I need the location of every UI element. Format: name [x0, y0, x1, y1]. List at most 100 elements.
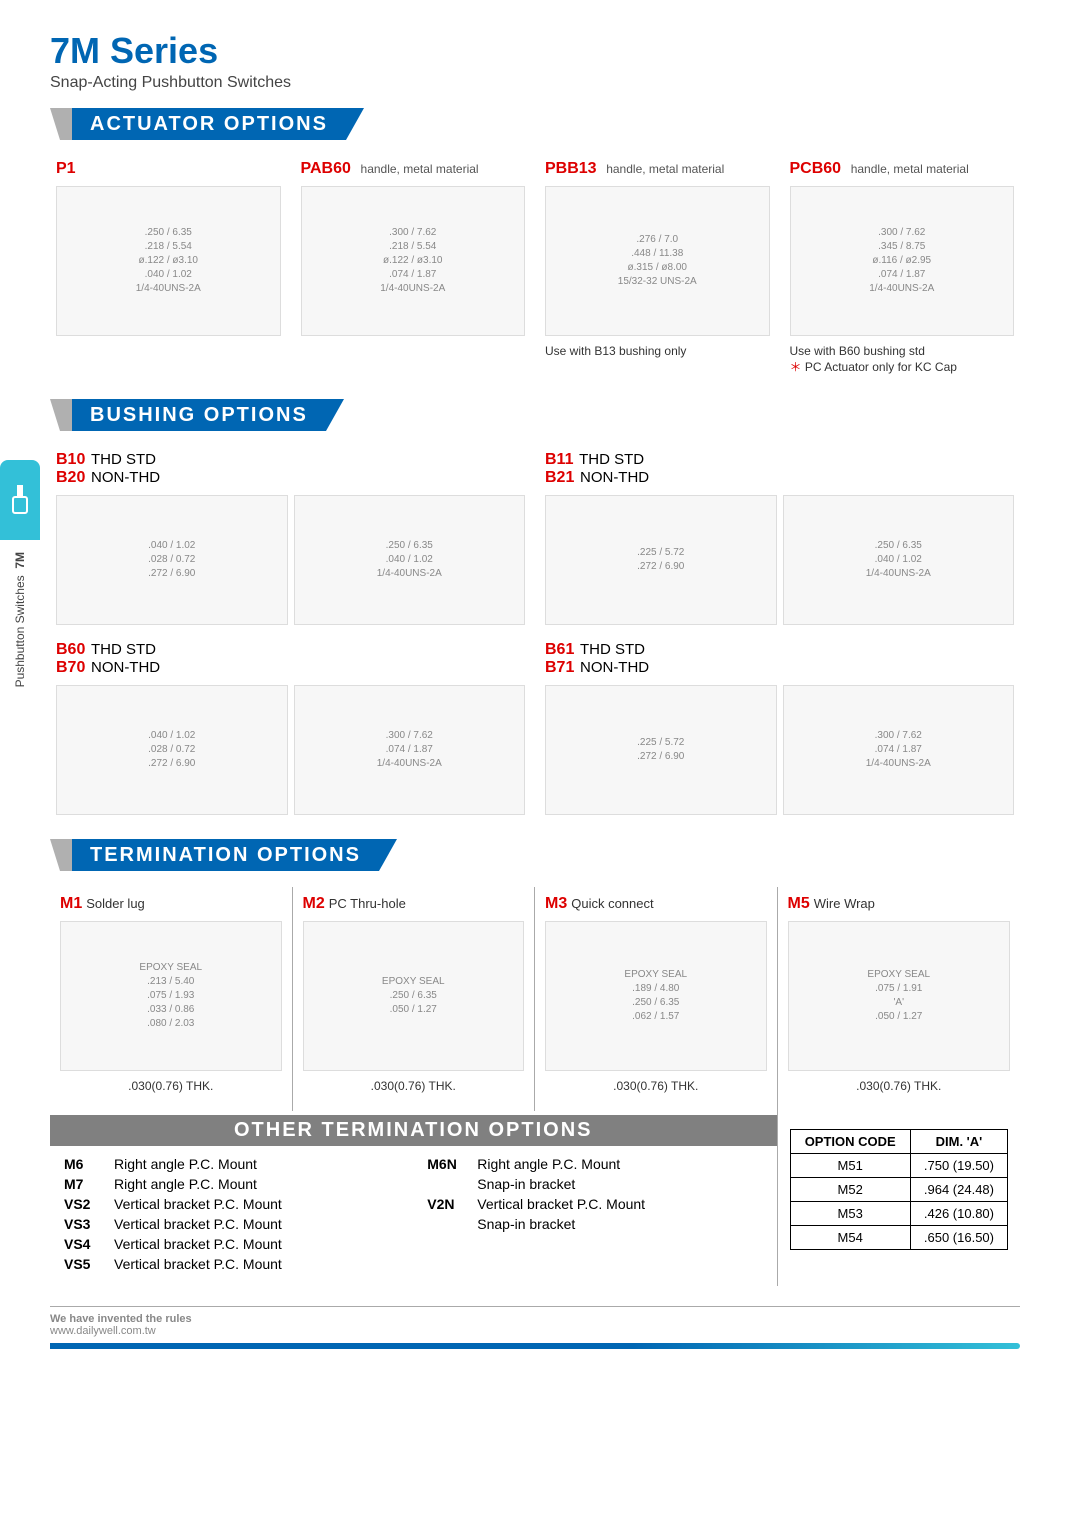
actuator-diagram: .250 / 6.35 .218 / 5.54 ø.122 / ø3.10 .0…	[56, 186, 281, 336]
bushing-code: B71	[545, 659, 574, 676]
term-thickness: .030(0.76) THK.	[545, 1079, 767, 1093]
actuator-diagram: .300 / 7.62 .218 / 5.54 ø.122 / ø3.10 .0…	[301, 186, 526, 336]
dim-text: .225 / 5.72	[637, 736, 684, 750]
list-item: VS3Vertical bracket P.C. Mount	[64, 1216, 399, 1232]
dim-text: 1/4-40UNS-2A	[136, 282, 201, 296]
table-cell: .750 (19.50)	[910, 1154, 1007, 1178]
bushing-diagram: .250 / 6.35 .040 / 1.02 1/4-40UNS-2A	[294, 495, 526, 625]
termination-cell: M2 PC Thru-hole EPOXY SEAL .250 / 6.35 .0…	[293, 887, 536, 1111]
actuator-code: P1	[56, 160, 76, 177]
table-row: M53.426 (10.80)	[790, 1202, 1008, 1226]
table-header: OPTION CODE	[790, 1130, 910, 1154]
bushing-code: B61	[545, 641, 574, 658]
dim-text: .272 / 6.90	[637, 750, 684, 764]
dim-text: .050 / 1.27	[390, 1003, 437, 1017]
dim-text: .062 / 1.57	[632, 1010, 679, 1024]
table-header: DIM. 'A'	[910, 1130, 1007, 1154]
dim-text: .250 / 6.35	[390, 989, 437, 1003]
table-cell: .426 (10.80)	[910, 1202, 1007, 1226]
table-cell: M54	[790, 1226, 910, 1250]
side-tab-category: Pushbutton Switches	[13, 575, 27, 687]
dim-text: .250 / 6.35	[875, 539, 922, 553]
bushing-code: B70	[56, 659, 85, 676]
actuator-diagram: .276 / 7.0 .448 / 11.38 ø.315 / ø8.00 15…	[545, 186, 770, 336]
ot-desc: Vertical bracket P.C. Mount	[114, 1256, 282, 1272]
bushing-diagram: .250 / 6.35 .040 / 1.02 1/4-40UNS-2A	[783, 495, 1015, 625]
bushing-grid: B10 THD STD B20 NON-THD .040 / 1.02 .028…	[50, 447, 1020, 819]
term-code: M3	[545, 895, 567, 912]
list-item: M6NRight angle P.C. Mount	[427, 1156, 762, 1172]
footer-tagline: We have invented the rules	[50, 1313, 192, 1325]
section-actuator-header: ACTUATOR OPTIONS	[50, 108, 1020, 140]
dim-text: ø.315 / ø8.00	[628, 261, 687, 275]
actuator-note-line: PC Actuator only for KC Cap	[805, 360, 957, 374]
dim-text: .213 / 5.40	[147, 975, 194, 989]
footer-url: www.dailywell.com.tw	[50, 1325, 156, 1337]
dim-text: .028 / 0.72	[148, 743, 195, 757]
section-termination-header: TERMINATION OPTIONS	[50, 839, 1020, 871]
table-row: M51.750 (19.50)	[790, 1154, 1008, 1178]
bushing-cell: B61 THD STD B71 NON-THD .225 / 5.72 .272…	[539, 637, 1020, 819]
bushing-diagram: .225 / 5.72 .272 / 6.90	[545, 495, 777, 625]
term-desc: PC Thru-hole	[329, 896, 406, 911]
other-term-list-left: M6Right angle P.C. Mount M7Right angle P…	[50, 1146, 413, 1286]
dim-text: .448 / 11.38	[631, 247, 683, 261]
dim-text: .272 / 6.90	[637, 560, 684, 574]
bushing-desc: NON-THD	[580, 659, 649, 676]
dim-text: .276 / 7.0	[636, 233, 678, 247]
actuator-code: PBB13	[545, 160, 597, 177]
ot-desc: Right angle P.C. Mount	[477, 1156, 620, 1172]
termination-cell: M3Quick connect EPOXY SEAL .189 / 4.80 .…	[535, 887, 778, 1111]
ot-code: VS5	[64, 1256, 114, 1272]
term-desc: Wire Wrap	[814, 896, 875, 911]
dim-text: .075 / 1.91	[875, 982, 922, 996]
dim-text: .250 / 6.35	[632, 996, 679, 1010]
term-diagram: EPOXY SEAL .250 / 6.35 .050 / 1.27	[303, 921, 525, 1071]
dim-a-table: OPTION CODE DIM. 'A' M51.750 (19.50) M52…	[790, 1129, 1009, 1250]
dim-text: EPOXY SEAL	[382, 975, 445, 989]
dim-text: .300 / 7.62	[878, 226, 925, 240]
bushing-desc: THD STD	[579, 451, 644, 468]
table-row: M52.964 (24.48)	[790, 1178, 1008, 1202]
dim-text: 1/4-40UNS-2A	[377, 757, 442, 771]
bushing-cell: B60 THD STD B70 NON-THD .040 / 1.02 .028…	[50, 637, 531, 819]
footer-bar	[50, 1343, 1020, 1349]
ot-desc: Vertical bracket P.C. Mount	[114, 1236, 282, 1252]
actuator-cell: P1 .250 / 6.35 .218 / 5.54 ø.122 / ø3.10…	[50, 156, 287, 379]
dim-text: ø.122 / ø3.10	[383, 254, 442, 268]
section-bushing-header: BUSHING OPTIONS	[50, 399, 1020, 431]
dim-text: .218 / 5.54	[389, 240, 436, 254]
term-code: M2	[303, 895, 325, 912]
term-code: M1	[60, 895, 82, 912]
dim-text: ø.122 / ø3.10	[139, 254, 198, 268]
side-tab-label: Pushbutton Switches 7M	[13, 552, 27, 687]
section-actuator-title: ACTUATOR OPTIONS	[72, 108, 346, 140]
dim-text: .250 / 6.35	[386, 539, 433, 553]
actuator-subtitle: handle, metal material	[606, 162, 724, 176]
bushing-code: B11	[545, 451, 573, 468]
other-term-list-right: M6NRight angle P.C. Mount Snap-in bracke…	[413, 1146, 776, 1286]
bushing-cell: B11 THD STD B21 NON-THD .225 / 5.72 .272…	[539, 447, 1020, 629]
ot-code: M7	[64, 1176, 114, 1192]
ot-desc: Right angle P.C. Mount	[114, 1156, 257, 1172]
ot-code: VS3	[64, 1216, 114, 1232]
termination-cell: M5Wire Wrap EPOXY SEAL .075 / 1.91 'A' .…	[778, 887, 1021, 1111]
ot-code: V2N	[427, 1196, 477, 1212]
bushing-diagram: .040 / 1.02 .028 / 0.72 .272 / 6.90	[56, 495, 288, 625]
term-diagram: EPOXY SEAL .075 / 1.91 'A' .050 / 1.27	[788, 921, 1011, 1071]
table-row: OPTION CODE DIM. 'A'	[790, 1130, 1008, 1154]
dim-text: EPOXY SEAL	[624, 968, 687, 982]
dim-text: .033 / 0.86	[147, 1003, 194, 1017]
actuator-diagram: .300 / 7.62 .345 / 8.75 ø.116 / ø2.95 .0…	[790, 186, 1015, 336]
dim-text: .272 / 6.90	[148, 757, 195, 771]
term-desc: Quick connect	[571, 896, 653, 911]
bushing-desc: THD STD	[91, 451, 156, 468]
termination-cell: M1Solder lug EPOXY SEAL .213 / 5.40 .075…	[50, 887, 293, 1111]
bushing-desc: THD STD	[580, 641, 645, 658]
dim-a-panel: OPTION CODE DIM. 'A' M51.750 (19.50) M52…	[778, 1111, 1021, 1286]
ot-desc: Vertical bracket P.C. Mount	[114, 1196, 282, 1212]
dim-text: 15/32-32 UNS-2A	[618, 275, 697, 289]
bushing-code: B20	[56, 469, 85, 486]
ot-desc: Vertical bracket P.C. Mount	[477, 1196, 645, 1212]
actuator-subtitle: handle, metal material	[851, 162, 969, 176]
